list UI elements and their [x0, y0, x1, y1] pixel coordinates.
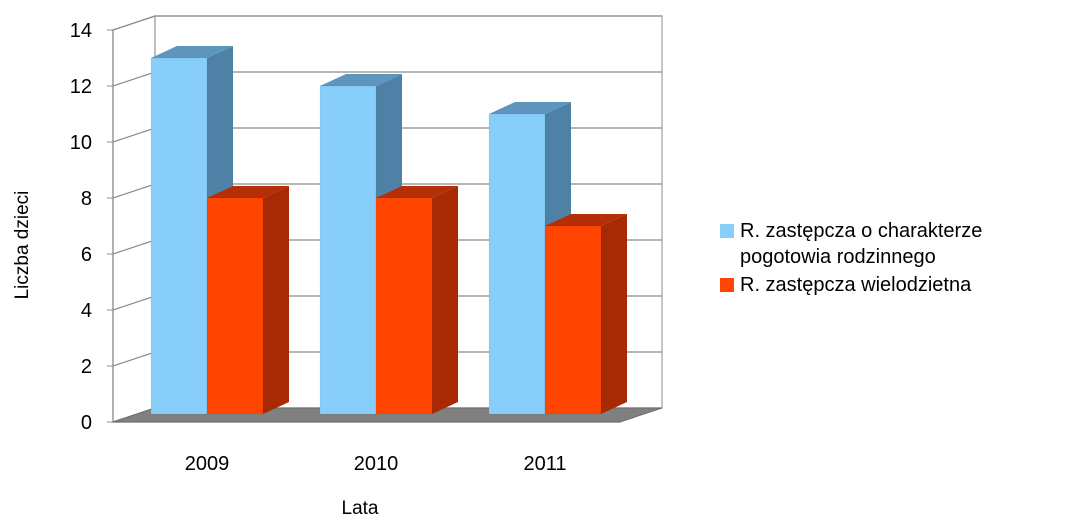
- x-tick-label-2009: 2009: [185, 453, 230, 475]
- gridline-side: [112, 71, 156, 87]
- y-tick-label: 14: [70, 20, 92, 42]
- legend-item-series-2: R. zastępcza wielodzietna: [720, 272, 1065, 298]
- bar-side-2-2009: [263, 186, 289, 414]
- y-axis-title: Liczba dzieci: [12, 191, 33, 300]
- y-axis-ticks: 0 2 4 6 8 10 12 14: [70, 20, 92, 434]
- x-axis-title: Lata: [342, 498, 379, 519]
- bar-top-2-2010: [376, 186, 458, 198]
- gridline-side: [112, 15, 156, 31]
- bar-series-2-2009: [206, 197, 264, 415]
- bar-series-2-2011: [544, 225, 602, 415]
- bar-side-2-2011: [601, 214, 627, 414]
- y-tick-label: 6: [81, 244, 92, 266]
- y-tick-label: 4: [81, 300, 92, 322]
- gridline-side: [112, 351, 156, 367]
- x-tick-label-2010: 2010: [354, 453, 399, 475]
- bar-top-2-2011: [545, 214, 627, 226]
- bar-top-1-2010: [320, 74, 402, 86]
- x-axis-ticks: 2009 2010 2011: [185, 453, 567, 475]
- bar-top-1-2009: [151, 46, 233, 58]
- y-tick-label: 0: [81, 412, 92, 434]
- legend-swatch-series-1: [720, 224, 734, 238]
- legend-item-series-1: R. zastępcza o charakterze pogotowia rod…: [720, 218, 1065, 270]
- y-tick-label: 8: [81, 188, 92, 210]
- bar-side-2-2010: [432, 186, 458, 414]
- y-tick-label: 10: [70, 132, 92, 154]
- bar-series-1-2009: [150, 57, 208, 415]
- bar-series-1-2010: [319, 85, 377, 415]
- legend-label-series-1: R. zastępcza o charakterze pogotowia rod…: [740, 220, 983, 268]
- bars-layer: [150, 46, 627, 415]
- legend-label-series-2: R. zastępcza wielodzietna: [740, 274, 972, 296]
- bar-top-1-2011: [489, 102, 571, 114]
- bar-series-1-2011: [488, 113, 546, 415]
- gridline-side: [112, 239, 156, 255]
- side-wall: [112, 15, 156, 423]
- gridline-side: [112, 183, 156, 199]
- gridline-side: [112, 295, 156, 311]
- gridline-side: [112, 127, 156, 143]
- y-tick-label: 2: [81, 356, 92, 378]
- y-tick-label: 12: [70, 76, 92, 98]
- bar-top-2-2009: [207, 186, 289, 198]
- legend: R. zastępcza o charakterze pogotowia rod…: [720, 218, 1065, 300]
- legend-swatch-series-2: [720, 278, 734, 292]
- bar-series-2-2010: [375, 197, 433, 415]
- x-tick-label-2011: 2011: [523, 453, 566, 475]
